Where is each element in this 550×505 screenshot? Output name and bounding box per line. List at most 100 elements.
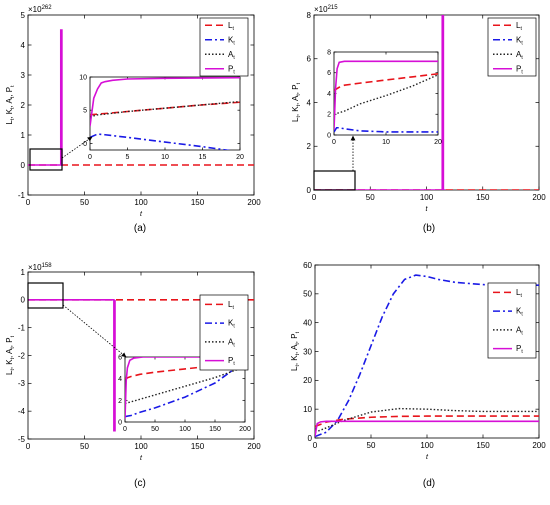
panel-c-legend-label-L: Lt <box>228 300 234 311</box>
panel-d-caption: (d) <box>423 478 435 489</box>
panel-d-legend-label-P: Pt <box>516 344 523 355</box>
svg-text:Lt, Kt, At, Pt: Lt, Kt, At, Pt <box>5 335 16 375</box>
panel-a-inset-xtick-label: 0 <box>88 154 92 161</box>
panel-d-xtick-label: 0 <box>313 441 318 450</box>
panel-d-ylabel: Lt, Kt, At, Pt <box>290 331 301 371</box>
panel-a-inset-ytick-label: 5 <box>83 108 87 115</box>
panel-c-ytick-label: 1 <box>21 268 26 277</box>
panel-c-ytick-label: -1 <box>18 323 26 332</box>
panel-a-xlabel: t <box>140 211 143 218</box>
panel-d-xtick-label: 200 <box>532 441 546 450</box>
panel-c-xtick-label: 150 <box>191 442 205 451</box>
panel-d-legend-label-L: Lt <box>516 288 522 299</box>
panel-c-inset-ytick-label: 2 <box>118 398 122 405</box>
panel-b-ytick-label: 0 <box>307 186 312 195</box>
panel-b-legend-label-K: Kt <box>516 35 523 46</box>
panel-b-caption: (b) <box>423 223 435 234</box>
panel-c-ytick-label: 0 <box>21 296 26 305</box>
panel-c-xtick-label: 200 <box>247 442 261 451</box>
panel-a-xtick-label: 200 <box>247 198 261 207</box>
panel-d-ytick-label: 50 <box>303 290 312 299</box>
panel-c-xtick-label: 0 <box>26 442 31 451</box>
panel-b-legend-label-A: At <box>516 50 523 61</box>
panel-a-ytick-label: 2 <box>21 101 26 110</box>
panel-a-xtick-label: 150 <box>191 198 205 207</box>
panel-d-xlabel: t <box>426 454 429 461</box>
panel-b-xtick-label: 200 <box>532 193 546 202</box>
panel-b-exponent: ×10215 <box>314 5 338 14</box>
panel-c-legend-label-A: At <box>228 337 235 348</box>
panel-c-zoom-box <box>27 282 64 309</box>
panel-c-inset-xtick-label: 200 <box>239 426 251 433</box>
panel-a-ytick-label: 0 <box>21 161 26 170</box>
panel-a-inset-xtick-label: 5 <box>126 154 130 161</box>
panel-c-xtick-label: 100 <box>134 442 148 451</box>
panel-c-ytick-label: -2 <box>18 351 26 360</box>
panel-d-ytick-label: 30 <box>303 347 312 356</box>
panel-c-inset-series-K <box>125 360 245 418</box>
panel-d-ytick-label: 60 <box>303 261 312 270</box>
panel-a-inset-series-P <box>90 77 240 127</box>
panel-c-inset-xtick-label: 100 <box>179 426 191 433</box>
panel-c-legend-label-K: Kt <box>228 319 235 330</box>
panel-a-ytick-label: 5 <box>21 11 26 20</box>
panel-a-zoom-arrow <box>61 136 93 159</box>
panel-b-inset-ytick-label: 6 <box>327 70 331 77</box>
panel-a-caption: (a) <box>134 223 146 234</box>
panel-d-ytick-label: 0 <box>308 434 313 443</box>
panel-b-inset-series-P <box>334 60 438 130</box>
panel-c-inset-series-P <box>125 357 245 419</box>
panel-b-ytick-label: 2 <box>307 142 312 151</box>
panel-c-ytick-label: -5 <box>18 435 26 444</box>
panel-c-exponent: ×10158 <box>28 263 52 272</box>
panel-c-inset-xtick-label: 50 <box>151 426 159 433</box>
panel-a-zoom-box <box>29 148 63 171</box>
panel-a-inset-series-A <box>90 100 240 118</box>
panel-c-ylabel: Lt, Kt, At, Pt <box>5 335 16 375</box>
panel-a-ytick-label: -1 <box>18 191 26 200</box>
panel-b-ytick-label: 4 <box>307 98 312 107</box>
panel-b-xtick-label: 150 <box>476 193 490 202</box>
panel-a-legend <box>199 17 249 77</box>
panel-b-inset-series-L <box>334 72 438 92</box>
panel-b-legend <box>487 17 537 77</box>
panel-b-inset-xtick-label: 20 <box>434 139 442 146</box>
panel-c-inset-ytick-label: 6 <box>118 354 122 361</box>
panel-a-ylabel: Lt, Kt, At, Pt <box>5 85 16 125</box>
panel-c-inset-series-A <box>125 366 245 405</box>
panel-c-xlabel: t <box>140 455 143 462</box>
panel-d-series-A <box>315 407 539 433</box>
panel-d-ytick-label: 10 <box>303 405 312 414</box>
panel-d-ytick-label: 20 <box>303 376 312 385</box>
panel-b-legend-label-L: Lt <box>516 21 522 32</box>
panel-b-ytick-label: 8 <box>307 11 312 20</box>
panel-c-series-P <box>28 299 116 432</box>
svg-text:Lt, Kt, At, Pt: Lt, Kt, At, Pt <box>291 82 302 122</box>
panel-a-inset-ytick-label: 0 <box>83 141 87 148</box>
panel-d-legend-label-A: At <box>516 325 523 336</box>
panel-b-legend-label-P: Pt <box>516 64 523 75</box>
panel-a-legend-label-K: Kt <box>228 35 235 46</box>
panel-c-ytick-label: -4 <box>18 407 26 416</box>
panel-b-xtick-label: 0 <box>312 193 317 202</box>
panel-a-ytick-label: 1 <box>21 131 26 140</box>
panel-a-legend-label-A: At <box>228 50 235 61</box>
panel-d-xtick-label: 100 <box>420 441 434 450</box>
panel-b-inset-series-A <box>334 74 438 115</box>
panel-b-xlabel: t <box>426 206 429 213</box>
panel-d-ytick-label: 40 <box>303 318 312 327</box>
panel-a-legend-label-P: Pt <box>228 64 235 75</box>
svg-text:Lt, Kt, At, Pt: Lt, Kt, At, Pt <box>290 331 301 371</box>
panel-a-ytick-label: 4 <box>21 41 26 50</box>
panel-a-xtick-label: 0 <box>26 198 31 207</box>
panel-a-inset-xtick-label: 10 <box>161 154 169 161</box>
panel-a-ytick-label: 3 <box>21 71 26 80</box>
panel-a-xtick-label: 100 <box>134 198 148 207</box>
panel-b-inset-ytick-label: 4 <box>327 91 331 98</box>
panel-c-caption: (c) <box>134 478 146 489</box>
panel-d-series-P <box>315 420 539 437</box>
panel-b-inset-ytick-label: 0 <box>327 132 331 139</box>
panel-a-inset-ytick-label: 10 <box>79 74 87 81</box>
